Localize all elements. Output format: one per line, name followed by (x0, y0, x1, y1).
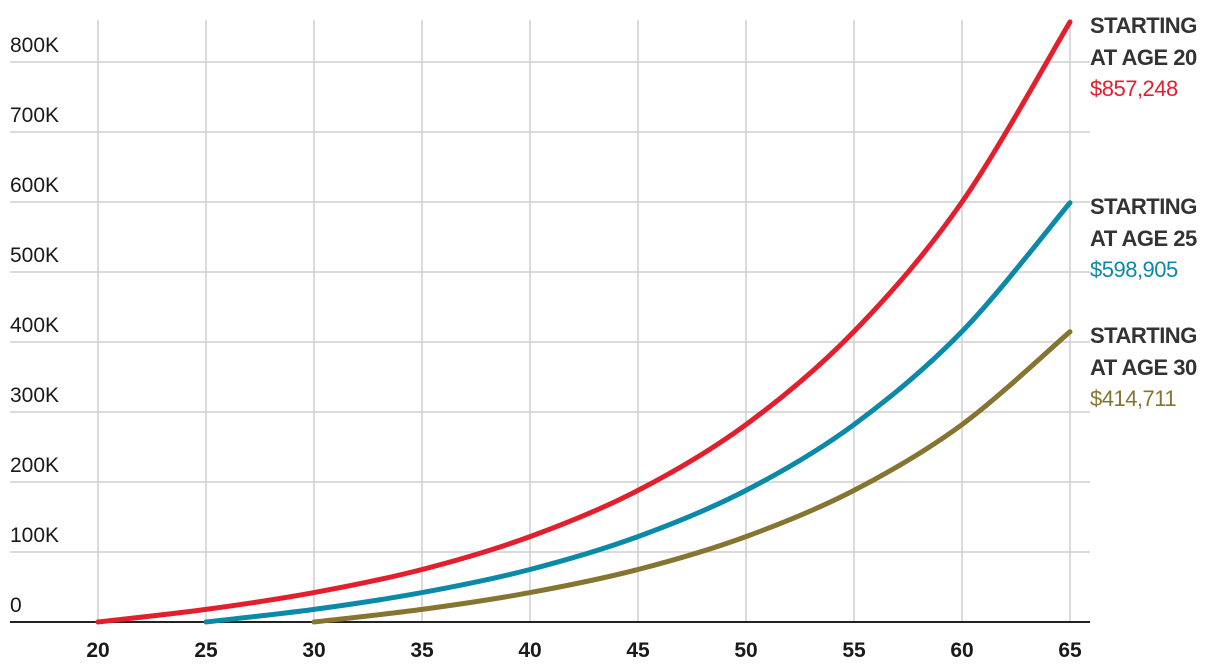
x-tick-label: 35 (410, 639, 434, 662)
value-label: $857,248 (1090, 75, 1178, 101)
legend-label: STARTING AT AGE 30 (1090, 322, 1197, 380)
legend-label: STARTING AT AGE 20 (1090, 12, 1197, 70)
line (203, 200, 1073, 625)
y-tick-label: 200K (10, 454, 59, 477)
x-tick-label: 60 (950, 639, 973, 662)
x-tick-label: 50 (734, 639, 757, 662)
x-tick-label: 55 (842, 639, 866, 662)
y-tick-label: 300K (10, 384, 59, 407)
value-label: $414,711 (1090, 385, 1177, 411)
y-tick-label: 100K (10, 524, 59, 547)
value-label: $598,905 (1090, 256, 1178, 282)
x-tick-label: 20 (86, 639, 109, 662)
x-tick-label: 65 (1058, 639, 1082, 662)
y-tick-label: 500K (10, 244, 59, 267)
legend-label: STARTING AT AGE 25 (1090, 193, 1197, 251)
x-tick-label: 40 (518, 639, 541, 662)
x-tick-label: 25 (194, 639, 218, 662)
y-tick-label: 0 (10, 594, 22, 617)
line (311, 329, 1073, 625)
y-tick-label: 400K (10, 314, 59, 337)
line (95, 19, 1073, 625)
x-tick-label: 30 (302, 639, 325, 662)
y-tick-label: 800K (10, 34, 59, 57)
y-tick-label: 600K (10, 174, 59, 197)
y-tick-label: 700K (10, 104, 59, 127)
x-tick-label: 45 (626, 639, 650, 662)
